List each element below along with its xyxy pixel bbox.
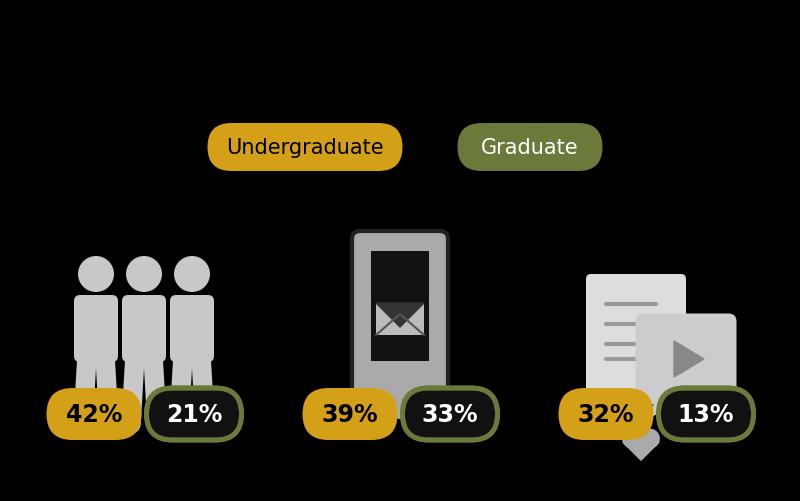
FancyBboxPatch shape [635,314,737,405]
Polygon shape [674,341,704,377]
FancyBboxPatch shape [146,388,242,440]
Polygon shape [376,304,424,327]
FancyBboxPatch shape [74,296,118,362]
FancyBboxPatch shape [658,388,754,440]
FancyBboxPatch shape [352,231,448,402]
Polygon shape [623,442,659,460]
FancyBboxPatch shape [376,304,424,335]
Circle shape [78,257,114,293]
Text: 21%: 21% [166,402,222,426]
Text: Graduate: Graduate [481,138,579,158]
Circle shape [174,257,210,293]
FancyBboxPatch shape [558,388,654,440]
Circle shape [390,399,410,419]
FancyBboxPatch shape [122,296,166,362]
Text: Undergraduate: Undergraduate [226,138,384,158]
Text: 39%: 39% [322,402,378,426]
Polygon shape [636,392,691,427]
Text: 33%: 33% [422,402,478,426]
FancyBboxPatch shape [170,296,214,362]
FancyBboxPatch shape [371,252,429,361]
Circle shape [126,257,162,293]
Text: 32%: 32% [578,402,634,426]
FancyBboxPatch shape [302,388,398,440]
FancyBboxPatch shape [458,124,602,172]
Circle shape [622,429,642,448]
Text: 42%: 42% [66,402,122,426]
FancyBboxPatch shape [586,275,686,404]
FancyBboxPatch shape [402,388,498,440]
Circle shape [640,429,660,448]
Text: 13%: 13% [678,402,734,426]
FancyBboxPatch shape [46,388,142,440]
FancyBboxPatch shape [207,124,402,172]
